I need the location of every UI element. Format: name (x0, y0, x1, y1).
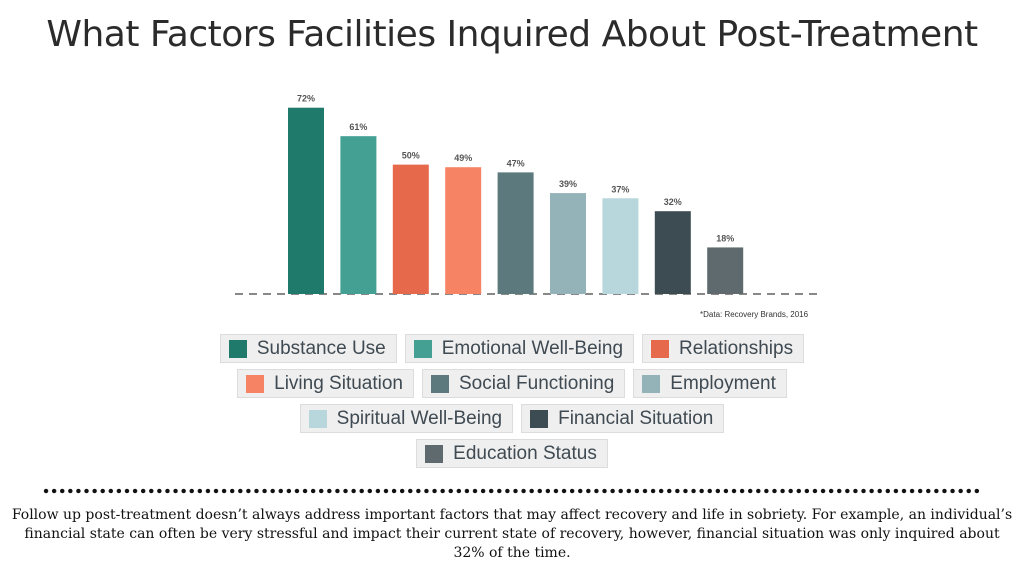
data-label: 72% (297, 94, 315, 104)
data-label: 37% (611, 184, 629, 194)
data-label: 47% (507, 158, 525, 168)
data-label: 32% (664, 197, 682, 207)
legend-label: Emotional Well-Being (441, 337, 624, 359)
data-label: 18% (716, 233, 734, 243)
legend-label: Relationships (679, 337, 794, 359)
bar-financial-situation (654, 211, 691, 294)
legend-swatch (642, 374, 661, 393)
legend-item: Education Status (416, 439, 608, 468)
legend-row: Spiritual Well-Being Financial Situation (0, 404, 1024, 439)
legend-item: Employment (633, 369, 787, 398)
legend-item: Financial Situation (521, 404, 725, 433)
data-label: 39% (559, 179, 577, 189)
legend-swatch (413, 339, 432, 358)
legend-label: Employment (670, 372, 776, 394)
legend-swatch (308, 409, 327, 428)
legend-swatch (246, 374, 265, 393)
legend: Substance Use Emotional Well-Being Relatio… (0, 334, 1024, 474)
legend-label: Education Status (453, 442, 597, 464)
bar-relationships (392, 164, 429, 294)
caption-text: Follow up post-treatment doesn’t always … (11, 507, 1013, 561)
legend-row: Living Situation Social Functioning Employ… (0, 369, 1024, 404)
data-label: 49% (454, 153, 472, 163)
legend-swatch (425, 444, 444, 463)
legend-item: Spiritual Well-Being (299, 404, 514, 433)
data-label: 61% (349, 122, 367, 132)
dotted-divider (42, 488, 982, 494)
legend-label: Spiritual Well-Being (336, 407, 503, 429)
legend-item: Living Situation (237, 369, 414, 398)
legend-label: Substance Use (256, 337, 386, 359)
legend-row: Substance Use Emotional Well-Being Relatio… (0, 334, 1024, 369)
source-note: *Data: Recovery Brands, 2016 (700, 310, 809, 319)
legend-swatch (530, 409, 549, 428)
legend-item: Substance Use (219, 334, 397, 363)
bar-living-situation (445, 167, 482, 294)
bar-education-status (707, 247, 744, 294)
bar-spiritual-well-being (602, 198, 639, 294)
bar-employment (550, 193, 586, 294)
legend-label: Financial Situation (558, 407, 714, 429)
legend-row: Education Status (0, 439, 1024, 474)
legend-swatch (651, 339, 670, 358)
legend-item: Emotional Well-Being (404, 334, 635, 363)
legend-item: Relationships (642, 334, 805, 363)
legend-swatch (228, 339, 247, 358)
bar-chart: 72% 61% 50% 49% 47% 39% 37% 32% 18% (235, 94, 820, 295)
bar-substance-use (288, 107, 324, 294)
bar-emotional-well-being (340, 136, 377, 294)
data-label: 50% (402, 151, 420, 161)
chart-title: What Factors Facilities Inquired About P… (46, 14, 978, 55)
legend-item: Social Functioning (422, 369, 626, 398)
legend-swatch (431, 374, 449, 393)
legend-label: Living Situation (274, 372, 403, 394)
bar-social-functioning (497, 172, 534, 294)
legend-label: Social Functioning (459, 372, 615, 394)
